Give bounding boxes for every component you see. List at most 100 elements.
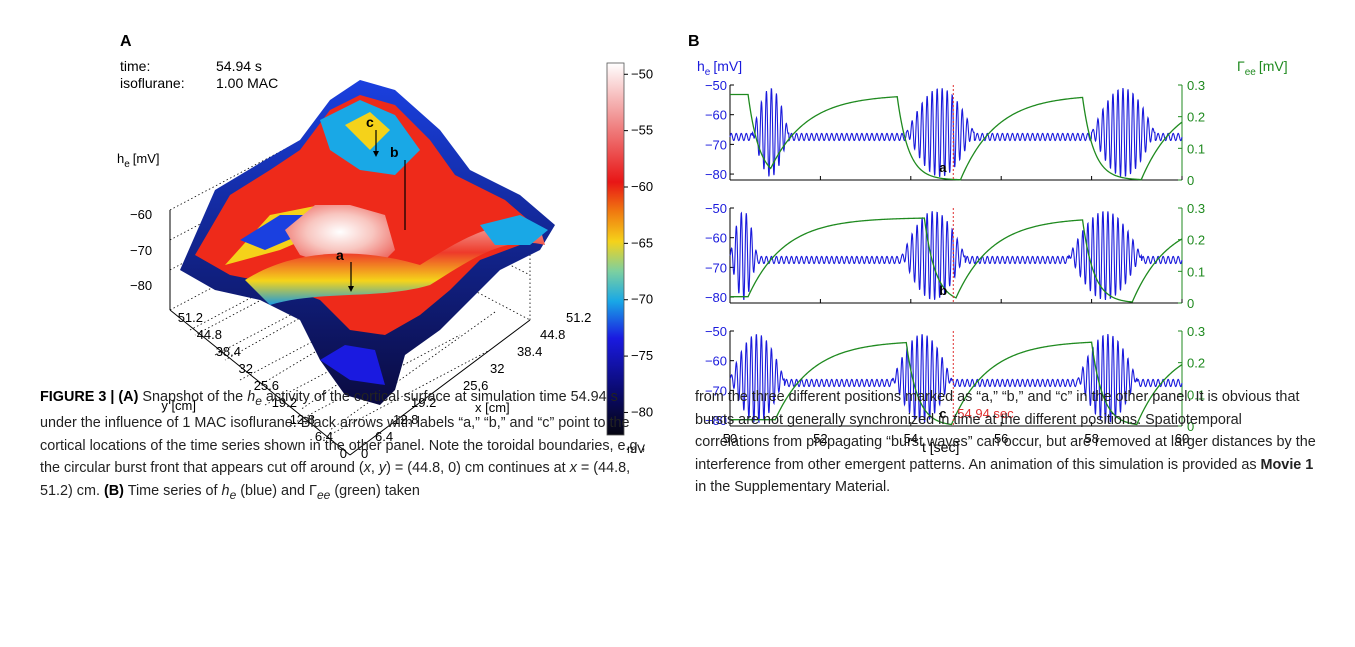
- right-tick-label: 0.1: [1187, 141, 1205, 156]
- caption-text: ) = (44.8, 0) cm continues at: [386, 460, 570, 477]
- x-tick-label: 56: [994, 431, 1008, 446]
- right-tick-label: 0.1: [1187, 264, 1205, 279]
- caption-left: FIGURE 3 | (A) Snapshot of the he activi…: [40, 386, 650, 506]
- y-tick: 51.2: [178, 310, 203, 325]
- left-tick-label: −50: [705, 201, 727, 216]
- math-subscript: e: [229, 487, 237, 502]
- left-tick-label: −60: [705, 231, 727, 246]
- marker-c-label: c: [366, 114, 374, 130]
- left-tick-label: −70: [705, 260, 727, 275]
- colorbar-tick-label: −60: [631, 179, 653, 194]
- y-tick: 0: [340, 446, 347, 461]
- caption-text: from the three different positions marke…: [695, 389, 1316, 473]
- he-series-line: [729, 211, 1183, 301]
- right-tick-label: 0.3: [1187, 201, 1205, 216]
- caption-text: = (44.8, 51.2) cm.: [40, 460, 631, 499]
- time-value: 54.94 s: [216, 58, 262, 74]
- x-tick: 0: [361, 446, 368, 461]
- timeseries-panel-b: −50 −60 −70 −80 0.3 0.2 0.1 0 b: [705, 201, 1205, 311]
- x-tick-label: 50: [723, 431, 737, 446]
- surface-axes: [169, 210, 531, 456]
- x-tick-label: 58: [1084, 431, 1098, 446]
- time-label: time:: [120, 58, 150, 74]
- y-axis-label: y [cm]: [161, 398, 196, 413]
- left-tick-label: −50: [705, 324, 727, 339]
- colorbar-tick-label: −75: [631, 348, 653, 363]
- he-series-line: [729, 87, 1183, 178]
- position-label: a: [939, 160, 947, 175]
- left-tick-label: −60: [705, 354, 727, 369]
- math-subscript: e: [255, 393, 262, 408]
- gamma-series-line: [730, 341, 1183, 426]
- timeseries-panel-a: −50 −60 −70 −80 0.3 0.2 0.1 0 a: [705, 78, 1205, 188]
- left-tick-label: −70: [705, 137, 727, 152]
- gamma-series-line: [730, 93, 1183, 181]
- y-tick: 6.4: [315, 429, 333, 444]
- panel-b: B he [mV] Γee [mV] −50 −60 −70 −80 0.3 0.2 0.1 0 a…: [688, 33, 1288, 455]
- right-tick-label: 0.2: [1187, 356, 1205, 371]
- x-tick: 25.6: [463, 378, 488, 393]
- panel-b-label: B: [688, 33, 700, 50]
- colorbar: −50 −55 −60 −65 −70 −75 −80 mV: [606, 62, 653, 456]
- right-tick-label: 0.3: [1187, 324, 1205, 339]
- math-var: h: [247, 389, 256, 405]
- colorbar-tick-label: −50: [631, 66, 653, 81]
- x-tick: 12.8: [393, 412, 418, 427]
- time-marker-label: 54.94 sec: [957, 406, 1014, 421]
- right-tick-label: 0: [1187, 296, 1194, 311]
- math-subscript: ee: [316, 487, 331, 502]
- x-tick: 19.2: [411, 395, 436, 410]
- colorbar-gradient: [606, 62, 625, 436]
- z-tick: −60: [130, 207, 152, 222]
- movie-reference: Movie 1: [1260, 456, 1314, 473]
- cortical-surface: [180, 80, 555, 405]
- y-tick: 44.8: [197, 327, 222, 342]
- marker-a-label: a: [336, 247, 344, 263]
- x-tick: 6.4: [375, 429, 393, 444]
- caption-text: activity of the cortical surface at simu…: [40, 389, 646, 477]
- caption-text: Snapshot of the: [138, 389, 248, 405]
- left-tick-label: −60: [705, 108, 727, 123]
- colorbar-unit: mV: [627, 442, 645, 456]
- y-tick: 19.2: [272, 395, 297, 410]
- panel-a-label: A: [120, 33, 132, 50]
- y-tick: 38.4: [216, 344, 241, 359]
- colorbar-tick-label: −70: [631, 292, 653, 307]
- caption-text: (blue) and Γ: [236, 482, 317, 499]
- z-axis: he [mV] −60 −70 −80: [117, 151, 160, 293]
- caption-text: ,: [370, 460, 379, 477]
- panel-a: A time: 54.94 s isoflurane: 1.00 MAC: [117, 33, 653, 461]
- timeseries-panel-c: −50 −60 −70 −80 0.3 0.2 0.1 0 50 52 54 56 58 60 c 54.94…: [705, 324, 1205, 446]
- x-tick: 38.4: [517, 344, 542, 359]
- left-axis-label: he [mV]: [697, 58, 742, 78]
- left-tick-label: −80: [705, 413, 727, 428]
- right-axis-label: Γee [mV]: [1237, 58, 1288, 78]
- isoflurane-label: isoflurane:: [120, 75, 185, 91]
- figure-label: FIGURE 3 | (A): [40, 389, 139, 405]
- right-tick-label: 0.2: [1187, 233, 1205, 248]
- right-tick-label: 0: [1187, 419, 1194, 434]
- right-tick-label: 0.2: [1187, 110, 1205, 125]
- left-tick-label: −80: [705, 167, 727, 182]
- right-tick-label: 0.1: [1187, 387, 1205, 402]
- math-var: x: [363, 460, 371, 477]
- colorbar-tick-label: −55: [631, 123, 653, 138]
- z-tick: −70: [130, 243, 152, 258]
- marker-c-head: [373, 151, 379, 157]
- caption-right: from the three different positions marke…: [695, 386, 1320, 499]
- caption-text: in the Supplementary Material.: [695, 479, 891, 495]
- y-tick: 32: [239, 361, 253, 376]
- x-tick-label: 60: [1175, 431, 1189, 446]
- marker-a-head: [348, 286, 354, 292]
- time-axis-label: t [sec]: [922, 439, 959, 455]
- colorbar-tick-label: −65: [631, 235, 653, 250]
- location-markers: a b c: [336, 114, 406, 292]
- right-tick-label: 0: [1187, 173, 1194, 188]
- z-axis-label: he [mV]: [117, 151, 160, 170]
- y-tick: 12.8: [290, 412, 315, 427]
- left-tick-label: −70: [705, 383, 727, 398]
- y-axis: 51.2 44.8 38.4 32 25.6 19.2 12.8 6.4 0 y…: [161, 310, 347, 461]
- position-label: b: [939, 283, 947, 298]
- x-axis-label: x [cm]: [475, 400, 510, 415]
